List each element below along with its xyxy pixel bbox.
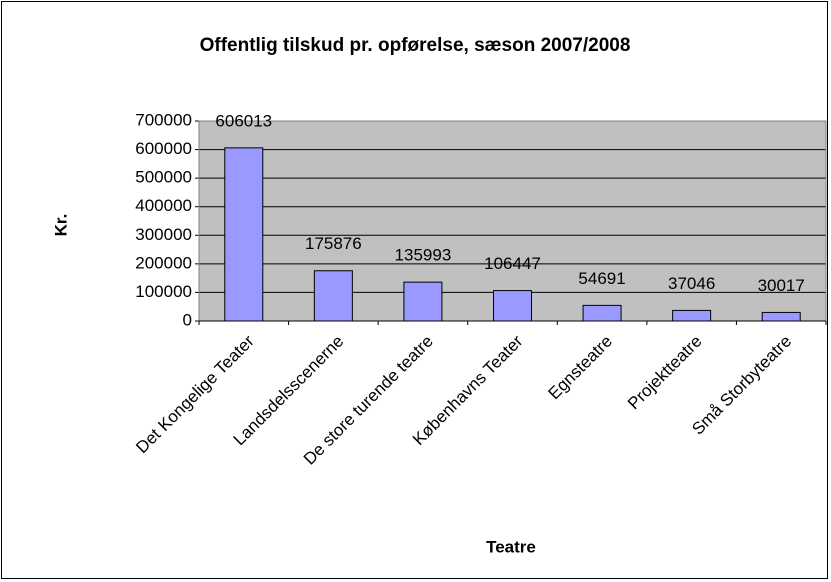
- bar: [582, 304, 622, 322]
- bar: [313, 270, 353, 322]
- y-tick-label: 300000: [135, 225, 192, 244]
- y-tick-label: 700000: [135, 110, 192, 129]
- y-tick-label: 600000: [135, 139, 192, 158]
- plot-area: [199, 121, 826, 321]
- data-label: 37046: [668, 274, 715, 293]
- x-axis-label: Teatre: [486, 537, 536, 556]
- y-axis-label: Kr.: [51, 214, 70, 237]
- y-tick-label: 200000: [135, 253, 192, 272]
- data-label: 30017: [758, 276, 805, 295]
- data-label: 54691: [578, 269, 625, 288]
- y-tick-label: 0: [183, 310, 192, 329]
- y-tick-label: 100000: [135, 282, 192, 301]
- data-label: 606013: [215, 111, 272, 130]
- bar: [224, 147, 264, 322]
- y-tick-label: 400000: [135, 196, 192, 215]
- data-label: 175876: [305, 234, 362, 253]
- y-tick-label: 500000: [135, 168, 192, 187]
- data-label: 106447: [484, 254, 541, 273]
- bar: [403, 281, 443, 322]
- bar: [761, 311, 801, 322]
- bar: [493, 290, 532, 322]
- bar: [672, 309, 712, 322]
- data-label: 135993: [395, 246, 452, 265]
- chart-title: Offentlig tilskud pr. opførelse, sæson 2…: [200, 35, 631, 56]
